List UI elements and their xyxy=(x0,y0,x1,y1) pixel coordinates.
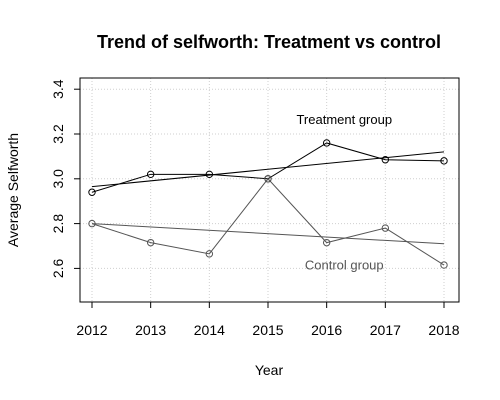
plot-frame xyxy=(79,77,460,303)
x-tick-label: 2018 xyxy=(428,322,459,338)
series-lines xyxy=(91,142,445,266)
data-point xyxy=(146,238,155,247)
data-point xyxy=(88,219,96,228)
x-tick-label: 2014 xyxy=(194,322,225,338)
data-point xyxy=(322,238,331,247)
y-tick-label: 3.0 xyxy=(50,169,66,189)
data-point xyxy=(146,170,155,179)
y-tick-label: 2.8 xyxy=(50,214,66,234)
y-axis-label: Average Selfworth xyxy=(5,133,21,247)
data-point xyxy=(322,139,331,147)
data-point xyxy=(264,175,272,183)
data-point xyxy=(88,188,96,196)
data-point xyxy=(205,250,214,258)
series-points xyxy=(88,139,448,269)
x-axis: 2012 2013 2014 2015 2016 2017 2018 xyxy=(76,302,460,338)
trend-line xyxy=(91,223,445,245)
annotation-label: Control group xyxy=(305,258,384,273)
x-tick-label: 2017 xyxy=(370,322,401,338)
chart-title: Trend of selfworth: Treatment vs control xyxy=(97,32,441,52)
x-tick-label: 2016 xyxy=(311,322,342,338)
y-axis: 2.6 2.8 3.0 3.2 3.4 xyxy=(50,79,80,278)
trend-line xyxy=(91,151,445,188)
data-point xyxy=(205,170,214,179)
series-line xyxy=(91,178,445,266)
y-tick-label: 3.2 xyxy=(50,124,66,144)
annotations: Treatment group Control group xyxy=(296,112,392,273)
grid-lines xyxy=(80,78,459,302)
data-point xyxy=(381,224,390,232)
data-point xyxy=(440,157,448,165)
x-tick-label: 2012 xyxy=(76,322,107,338)
trend-lines xyxy=(91,151,445,245)
x-axis-label: Year xyxy=(255,362,284,378)
y-tick-label: 2.6 xyxy=(50,258,66,278)
x-tick-label: 2015 xyxy=(252,322,283,338)
data-point xyxy=(381,156,390,164)
data-point xyxy=(440,261,448,269)
x-tick-label: 2013 xyxy=(135,322,166,338)
annotation-label: Treatment group xyxy=(296,112,392,127)
y-tick-label: 3.4 xyxy=(50,79,66,99)
